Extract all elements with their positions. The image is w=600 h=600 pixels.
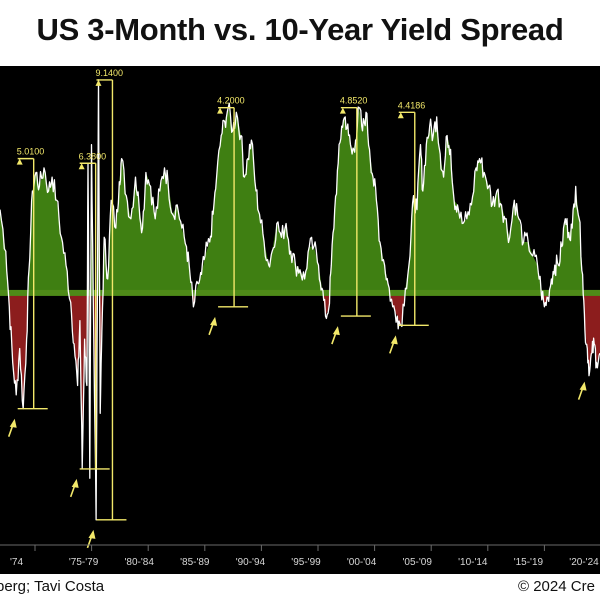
peak-value-label: 5.0100 — [17, 147, 45, 157]
series-line-layer — [0, 79, 600, 521]
x-tick-label: '80-'84 — [124, 557, 154, 568]
peak-annotation: 9.1400 — [95, 68, 127, 521]
peak-value-label: 9.1400 — [95, 68, 123, 78]
x-tick-label: '00-'04 — [347, 557, 377, 568]
yield-spread-chart: 5.0100 6.3800 9.1400 4.2000 4.8520 4.4186 '74… — [0, 66, 600, 574]
x-axis: '74 '75-'79 '80-'84 '85-'89 '90-'94 '95-'99 '0… — [0, 544, 600, 568]
trough-arrow — [7, 418, 17, 437]
arrow-head — [390, 335, 398, 345]
annotation-layer: 5.0100 6.3800 9.1400 4.2000 4.8520 4.4186 — [7, 68, 587, 549]
x-tick-label: '74 — [10, 557, 23, 568]
peak-marker — [397, 112, 404, 119]
trough-arrow — [208, 316, 218, 336]
arrow-head — [9, 418, 17, 428]
peak-annotation: 6.3800 — [78, 151, 110, 470]
arrow-head — [210, 316, 218, 326]
trough-arrow — [577, 381, 587, 400]
trough-arrow — [69, 478, 79, 498]
peak-value-label: 4.2000 — [217, 96, 245, 106]
arrow-head — [579, 381, 587, 391]
trough-arrow — [86, 529, 96, 549]
x-tick-label: '85-'89 — [180, 557, 210, 568]
peak-marker — [339, 107, 346, 114]
chart-title: US 3-Month vs. 10-Year Yield Spread — [36, 12, 564, 47]
peak-marker — [95, 79, 102, 86]
footer-bar: berg; Tavi Costa © 2024 Cre — [0, 574, 600, 600]
peak-value-label: 6.3800 — [79, 151, 107, 161]
peak-annotation: 4.2000 — [217, 96, 249, 308]
peak-marker — [16, 158, 23, 165]
zero-line-band — [0, 289, 600, 296]
peak-value-label: 4.4186 — [398, 100, 426, 110]
x-tick-label: '90-'94 — [236, 557, 266, 568]
trough-arrow — [389, 335, 398, 354]
trough-arrow — [331, 326, 340, 345]
peak-value-label: 4.8520 — [340, 96, 368, 106]
arrow-head — [71, 478, 79, 488]
peak-marker — [217, 107, 224, 114]
title-banner: US 3-Month vs. 10-Year Yield Spread — [0, 0, 600, 66]
arrow-head — [332, 326, 340, 336]
peak-annotation: 4.4186 — [397, 100, 429, 327]
x-tick-label: '05-'09 — [402, 557, 432, 568]
source-note: berg; Tavi Costa — [0, 578, 105, 595]
x-tick-label: '20-'24 — [569, 557, 599, 568]
spread-line — [0, 79, 600, 521]
x-tick-label: '95-'99 — [291, 557, 321, 568]
peak-annotation: 4.8520 — [339, 96, 371, 317]
x-tick-label: '15-'19 — [514, 557, 544, 568]
x-tick-label: '75-'79 — [69, 557, 99, 568]
peak-annotation: 5.0100 — [16, 147, 48, 410]
copyright-note: © 2024 Cre — [518, 578, 595, 595]
arrow-head — [88, 529, 96, 539]
x-tick-label: '10-'14 — [458, 557, 488, 568]
peak-marker — [78, 163, 85, 170]
